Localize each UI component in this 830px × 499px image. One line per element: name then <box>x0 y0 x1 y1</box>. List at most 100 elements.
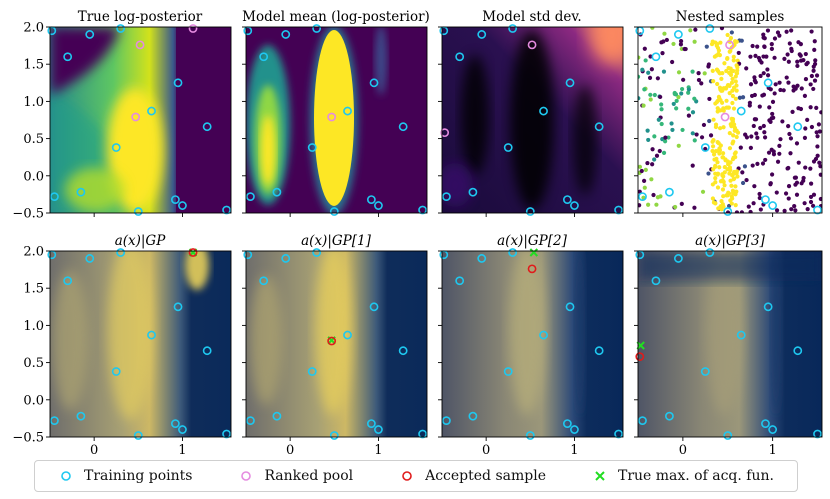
nested-sample-point <box>642 178 647 183</box>
nested-sample-point <box>782 208 787 213</box>
nested-sample-point <box>757 104 762 109</box>
nested-sample-point <box>812 39 817 44</box>
nested-sample-point <box>808 82 813 87</box>
nested-sample-point <box>773 82 778 87</box>
nested-sample-point <box>663 139 668 144</box>
nested-sample-point <box>659 107 664 112</box>
nested-sample-point <box>772 91 777 96</box>
training-point <box>76 411 86 421</box>
nested-sample-point <box>753 53 758 58</box>
training-point <box>366 419 376 429</box>
nested-sample-point <box>702 71 707 76</box>
training-point <box>539 106 548 116</box>
nested-sample-point <box>721 194 726 199</box>
nested-sample-point <box>783 191 789 196</box>
training-point <box>147 330 156 340</box>
nested-sample-point <box>659 40 664 45</box>
nested-sample-point <box>676 95 681 100</box>
nested-sample-point <box>688 28 693 33</box>
nested-sample-point <box>731 68 736 74</box>
y-tick-label: 0.0 <box>23 169 44 184</box>
training-point <box>329 207 339 216</box>
y-tick-label: 1.5 <box>23 58 44 73</box>
nested-sample-point <box>649 67 654 72</box>
nested-sample-point <box>686 87 692 92</box>
training-point <box>793 346 803 356</box>
nested-sample-point <box>763 157 768 163</box>
nested-sample-point <box>674 98 679 104</box>
training-point <box>665 187 674 197</box>
training-point <box>763 302 773 312</box>
nested-sample-point <box>722 164 727 170</box>
nested-sample-point <box>676 70 682 75</box>
legend-circle-cyan-icon <box>58 468 74 484</box>
training-point <box>455 52 465 62</box>
training-point <box>565 302 575 312</box>
y-tick-label: 0.0 <box>23 393 44 408</box>
nested-sample-point <box>784 75 789 80</box>
nested-sample-point <box>729 201 734 206</box>
nested-sample-point <box>673 92 679 97</box>
nested-sample-point <box>812 78 818 83</box>
nested-sample-point <box>718 40 723 45</box>
training-point <box>374 425 383 434</box>
nested-sample-point <box>643 58 648 63</box>
nested-sample-point <box>713 163 718 168</box>
y-tick-label: 2.0 <box>23 21 44 36</box>
training-point <box>705 248 715 257</box>
training-point <box>366 195 376 205</box>
training-point <box>116 248 126 257</box>
nested-sample-point <box>778 137 783 142</box>
nested-sample-point <box>713 124 719 130</box>
nested-sample-point <box>789 28 794 33</box>
nested-sample-point <box>735 130 741 135</box>
axes-frame <box>441 250 624 438</box>
nested-sample-point <box>721 108 726 113</box>
nested-sample-point <box>777 80 782 85</box>
nested-sample-point <box>754 131 759 136</box>
training-point <box>272 187 282 197</box>
nested-sample-point <box>666 135 671 140</box>
nested-sample-point <box>719 27 725 31</box>
nested-sample-point <box>752 184 757 189</box>
nested-sample-point <box>728 168 733 173</box>
nested-sample-point <box>792 204 797 209</box>
nested-sample-point <box>715 45 721 51</box>
nested-sample-point <box>729 80 735 85</box>
nested-sample-point <box>642 185 647 190</box>
nested-sample-point <box>696 71 701 76</box>
training-point <box>63 52 73 62</box>
nested-sample-point <box>642 87 647 92</box>
nested-sample-point <box>761 123 766 129</box>
nested-sample-point <box>771 115 776 120</box>
nested-sample-point <box>728 36 734 41</box>
training-point <box>398 346 408 356</box>
nested-sample-point <box>703 146 708 152</box>
nested-sample-point <box>706 64 711 69</box>
nested-sample-point <box>717 70 722 76</box>
nested-sample-point <box>648 92 653 97</box>
nested-sample-point <box>720 187 726 192</box>
nested-sample-point <box>803 51 808 57</box>
training-point <box>665 411 674 421</box>
nested-sample-point <box>721 174 726 179</box>
nested-sample-point <box>804 62 809 67</box>
training-point <box>133 431 143 440</box>
training-point <box>369 302 379 312</box>
axes-frame <box>245 26 428 214</box>
nested-sample-point <box>755 161 760 166</box>
nested-sample-point <box>730 76 735 82</box>
nested-sample-point <box>814 73 820 78</box>
nested-sample-point <box>775 159 781 164</box>
nested-sample-point <box>692 138 697 143</box>
panel-nested-samples <box>638 27 822 213</box>
training-point <box>723 207 733 216</box>
nested-sample-point <box>786 184 792 189</box>
panel-acq-gp1 <box>246 251 427 437</box>
nested-sample-point <box>663 135 668 140</box>
nested-sample-point <box>739 38 744 43</box>
training-point <box>508 248 518 257</box>
nested-sample-point <box>670 59 675 65</box>
nested-sample-point <box>724 85 729 90</box>
legend-circle-red-icon <box>399 468 415 484</box>
